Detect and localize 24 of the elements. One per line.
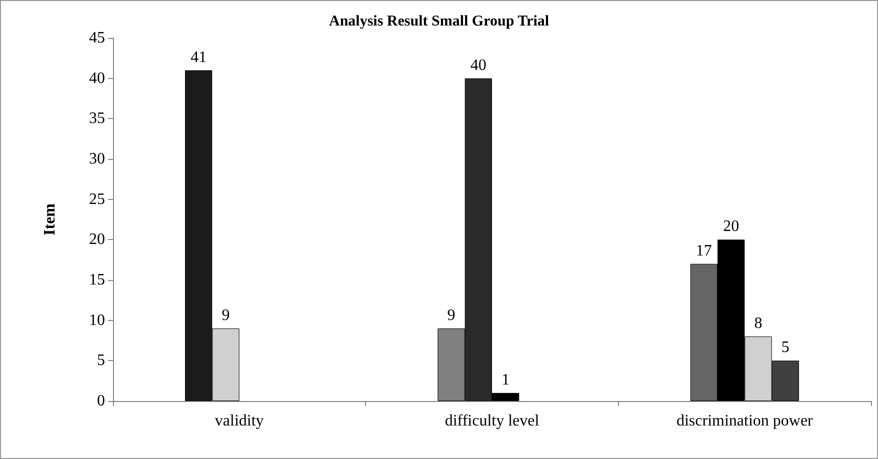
x-tick-label: difficulty level <box>444 412 540 430</box>
x-tick-label: discrimination power <box>676 412 814 430</box>
data-label: 1 <box>502 371 510 388</box>
y-tick-label: 30 <box>89 150 105 168</box>
y-tick-label: 35 <box>89 110 105 128</box>
y-tick-label: 0 <box>97 392 105 410</box>
y-tick-label: 25 <box>89 190 105 208</box>
y-tick-label: 40 <box>89 70 105 87</box>
data-label: 5 <box>781 339 790 356</box>
data-label: 9 <box>447 306 456 324</box>
y-tick-label: 45 <box>89 30 105 46</box>
data-label: 8 <box>754 314 762 332</box>
y-tick-label: 5 <box>97 352 105 370</box>
data-label: 20 <box>723 218 740 236</box>
data-label: 17 <box>696 242 712 260</box>
data-label: 9 <box>222 306 230 324</box>
data-label: 41 <box>190 48 207 66</box>
y-tick-label: 15 <box>89 272 105 288</box>
y-tick-label: 20 <box>89 231 105 248</box>
chart-title: Analysis Result Small Group Trial <box>328 14 550 30</box>
y-axis-title: Item <box>42 202 58 236</box>
data-label: 40 <box>470 56 486 74</box>
y-tick-label: 10 <box>89 312 105 329</box>
x-tick-label: validity <box>214 412 264 430</box>
